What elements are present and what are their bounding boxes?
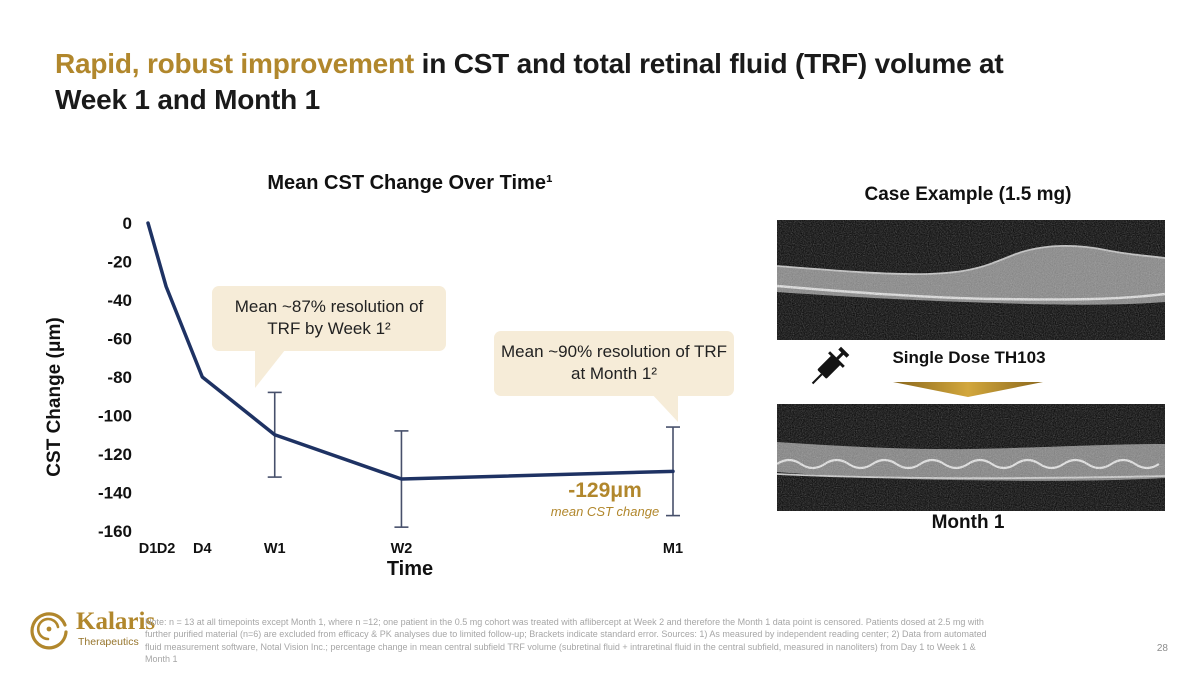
dose-label: Single Dose TH103 <box>892 348 1046 367</box>
result-annotation: -129μm mean CST change <box>515 479 695 519</box>
svg-text:-80: -80 <box>107 368 132 387</box>
svg-text:D1: D1 <box>139 541 158 557</box>
svg-text:D4: D4 <box>193 541 212 557</box>
chart-title: Mean CST Change Over Time¹ <box>267 172 553 194</box>
svg-text:0: 0 <box>123 214 132 233</box>
callout-tail <box>650 392 678 422</box>
callout-month1: Mean ~90% resolution of TRF at Month 1² <box>494 331 734 396</box>
case-example-title: Case Example (1.5 mg) <box>864 184 1072 205</box>
syringe-icon <box>811 346 850 385</box>
kalaris-logo-icon <box>30 612 68 650</box>
svg-text:-140: -140 <box>98 484 132 503</box>
callout-week1: Mean ~87% resolution of TRF by Week 1² <box>212 286 446 351</box>
svg-text:-60: -60 <box>107 330 132 349</box>
svg-text:-100: -100 <box>98 407 132 426</box>
title-highlight: Rapid, robust improvement <box>55 48 415 79</box>
page-number: 28 <box>1156 643 1168 654</box>
chart-y-axis-label: CST Change (μm) <box>44 317 65 477</box>
dose-arrow-icon <box>893 382 1043 397</box>
logo-name: Kalaris <box>76 608 156 635</box>
result-caption: mean CST change <box>550 504 660 519</box>
oct-scan-month1-image <box>777 404 1165 511</box>
footnote-text: Note: n = 13 at all timepoints except Mo… <box>145 617 987 665</box>
svg-text:D2: D2 <box>157 541 176 557</box>
svg-text:-40: -40 <box>107 291 132 310</box>
svg-text:-20: -20 <box>107 253 132 272</box>
svg-text:-160: -160 <box>98 522 132 541</box>
kalaris-wordmark: Kalaris Therapeutics <box>76 608 155 648</box>
logo-subtitle: Therapeutics <box>78 635 139 648</box>
chart-x-axis-label: Time <box>386 558 434 580</box>
svg-text:-120: -120 <box>98 445 132 464</box>
oct-scan-baseline-image <box>777 220 1165 340</box>
kalaris-logo: Kalaris Therapeutics <box>28 608 155 650</box>
svg-text:M1: M1 <box>663 541 683 557</box>
page-title: Rapid, robust improvement in CST and tot… <box>55 46 1015 119</box>
svg-text:W2: W2 <box>391 541 413 557</box>
title-rest: in CST and total retinal fluid (TRF) vol… <box>55 48 1004 116</box>
svg-text:W1: W1 <box>264 541 286 557</box>
callout-tail <box>255 350 285 388</box>
cst-line-chart: 0 -20 -40 -60 -80 -100 -120 -140 -160 D1 D2 D4 W1 W2 M… <box>98 214 683 557</box>
result-value: -129μm <box>568 479 642 502</box>
month1-label: Month 1 <box>931 512 1005 533</box>
